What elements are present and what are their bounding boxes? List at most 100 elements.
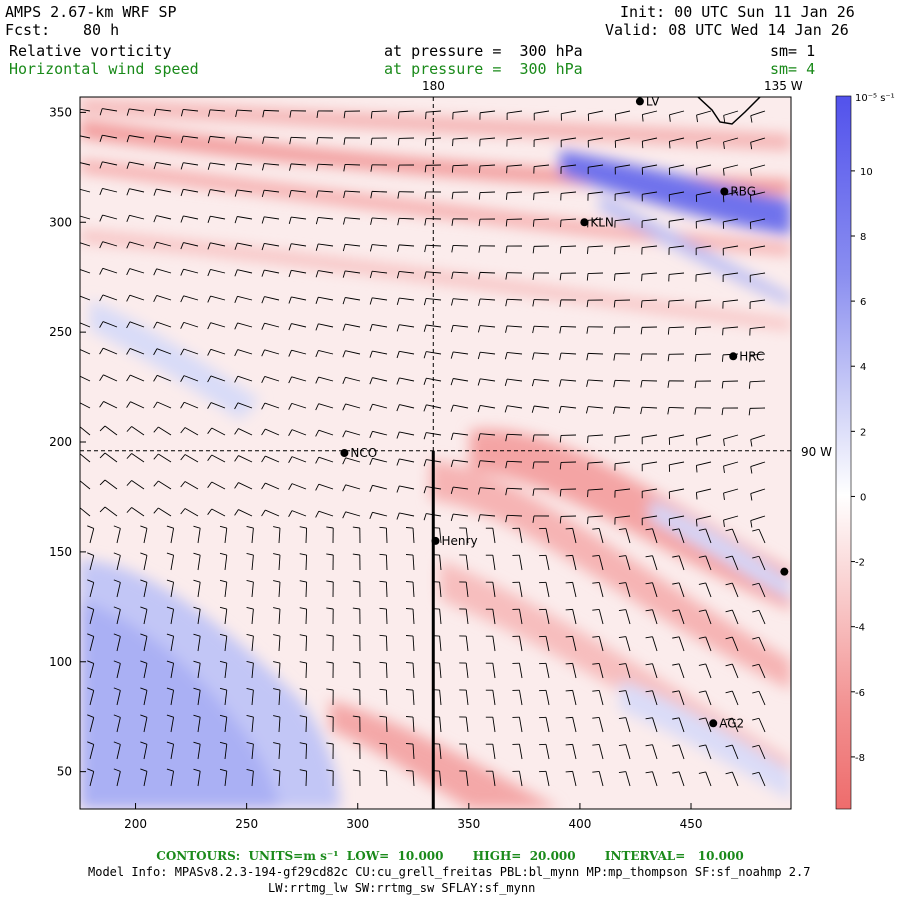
wind-barb	[668, 434, 685, 445]
wind-barb	[614, 488, 631, 498]
wind-barb	[180, 348, 199, 356]
wind-barb	[80, 295, 91, 301]
wind-barb	[126, 374, 145, 382]
wind-barb	[592, 636, 604, 652]
wind-barb	[246, 579, 254, 598]
wind-barb	[618, 528, 631, 544]
wind-barb	[246, 633, 254, 652]
wind-barb	[316, 163, 334, 172]
wind-barb	[166, 579, 175, 598]
wind-barb	[560, 137, 577, 148]
wind-barb	[99, 347, 118, 355]
wind-barb	[723, 488, 739, 501]
wind-barb	[396, 324, 415, 332]
wind-barb	[370, 190, 388, 199]
wind-barb	[504, 378, 523, 386]
wind-barb	[207, 348, 226, 356]
wind-barb	[696, 110, 712, 123]
wind-barb	[749, 272, 766, 283]
wind-barb	[126, 188, 145, 196]
wind-barb	[219, 525, 228, 544]
field1-level: at pressure = 300 hPa	[384, 42, 583, 60]
wind-barb	[459, 581, 469, 598]
wind-barb	[315, 270, 334, 278]
wind-barb	[234, 455, 253, 463]
wind-barb	[379, 607, 388, 625]
wind-barb	[614, 164, 631, 175]
wind-barb	[288, 429, 307, 436]
wind-barb	[180, 375, 199, 382]
wind-barb	[459, 716, 469, 733]
station-dot	[580, 218, 589, 227]
colorbar-tick-label: -2	[855, 558, 865, 569]
wind-barb	[672, 663, 685, 679]
wind-barb	[698, 528, 712, 544]
wind-barb	[273, 553, 281, 571]
wind-barb	[207, 322, 226, 330]
wind-barb	[532, 488, 550, 496]
wind-barb	[560, 218, 577, 228]
wind-barb	[369, 350, 388, 358]
wind-barb	[505, 460, 523, 469]
wind-barb	[126, 453, 145, 463]
wind-barb	[565, 608, 577, 625]
wind-barb	[478, 487, 496, 495]
wind-barb	[153, 188, 172, 196]
wind-barb	[640, 380, 658, 388]
wind-barb	[618, 555, 631, 571]
wind-barb	[113, 552, 121, 571]
wind-barb	[113, 660, 121, 679]
wind-barb	[539, 743, 550, 760]
wind-barb	[505, 245, 523, 254]
wind-barb	[315, 456, 334, 464]
wind-barb	[369, 484, 388, 492]
wind-barb	[565, 689, 577, 706]
wind-barb	[512, 554, 523, 571]
wind-barb	[234, 509, 253, 517]
wind-barb	[153, 295, 172, 302]
wind-barb	[342, 297, 361, 305]
wind-barb	[560, 110, 577, 121]
wind-barb	[750, 488, 766, 501]
wind-barb	[153, 108, 172, 117]
wind-barb	[299, 634, 308, 652]
wind-barb	[369, 430, 388, 438]
field2-level: at pressure = 300 hPa	[384, 60, 583, 78]
wind-barb	[559, 461, 577, 470]
wind-barb	[166, 687, 175, 706]
wind-barb	[722, 218, 739, 229]
wind-barb	[288, 216, 307, 224]
wind-barb	[512, 662, 523, 679]
wind-barb	[749, 326, 766, 336]
wind-barb	[234, 349, 253, 357]
wind-barb	[721, 407, 739, 416]
wind-barb	[153, 401, 172, 409]
wind-barb	[315, 376, 334, 384]
wind-barb	[246, 525, 254, 544]
wind-barb	[558, 405, 577, 414]
wind-barb	[614, 245, 631, 255]
wind-barb	[478, 191, 496, 200]
valid-time: Valid: 08 UTC Wed 14 Jan 26	[605, 21, 849, 39]
wind-barb	[352, 634, 361, 652]
wind-barb	[485, 689, 496, 706]
wind-barb	[672, 609, 685, 625]
wind-barb	[672, 555, 685, 571]
forecast-hours: 80 h	[83, 21, 120, 39]
wind-barb	[592, 717, 604, 733]
wind-barb	[565, 770, 577, 787]
wind-barb	[695, 326, 712, 335]
wind-barb	[405, 608, 415, 625]
wind-barb	[315, 296, 334, 304]
field1-smoothing: sm= 1	[770, 42, 816, 60]
wind-barb	[533, 110, 550, 121]
wind-barb	[87, 660, 95, 679]
wind-barb	[342, 270, 361, 278]
wind-barb	[261, 376, 280, 383]
wind-barb	[369, 403, 388, 411]
wind-barb	[752, 636, 766, 652]
wind-barb	[587, 164, 604, 175]
wind-barb	[451, 218, 469, 226]
wind-barb	[531, 378, 550, 387]
wind-barb	[261, 296, 280, 304]
